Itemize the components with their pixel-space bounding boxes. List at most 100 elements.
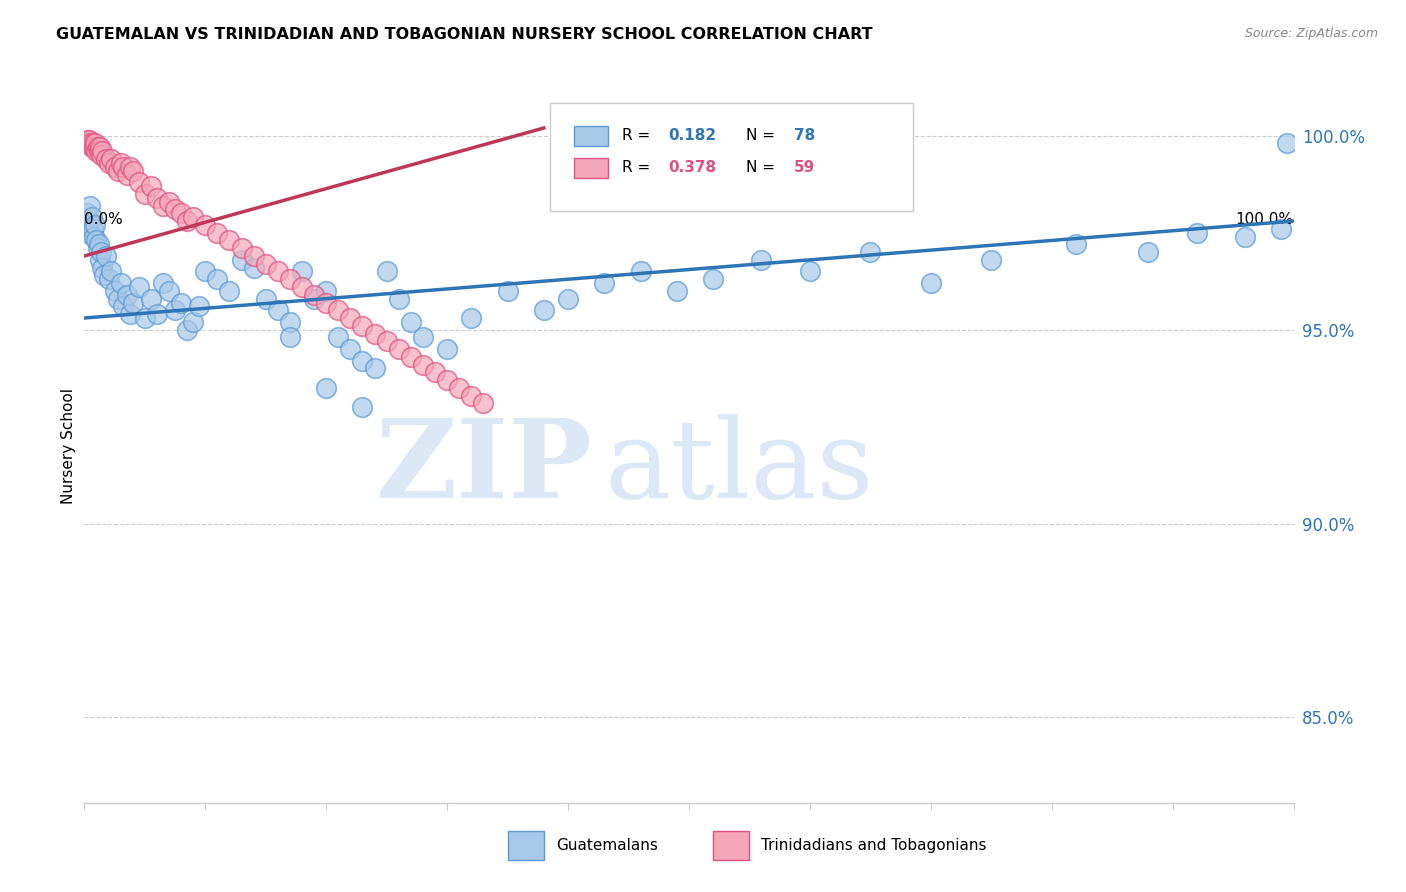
Point <box>87 145 110 159</box>
Text: Guatemalans: Guatemalans <box>555 838 658 853</box>
Text: GUATEMALAN VS TRINIDADIAN AND TOBAGONIAN NURSERY SCHOOL CORRELATION CHART: GUATEMALAN VS TRINIDADIAN AND TOBAGONIAN… <box>56 27 873 42</box>
Bar <box>508 831 544 860</box>
Point <box>107 163 129 178</box>
Text: N =: N = <box>745 161 780 175</box>
Point <box>97 156 120 170</box>
Point <box>77 214 100 228</box>
Point <box>134 311 156 326</box>
Point <box>194 264 217 278</box>
Point <box>751 252 773 267</box>
Point <box>218 234 240 248</box>
Text: 0.182: 0.182 <box>668 128 717 143</box>
Point <box>170 295 193 310</box>
Point <box>302 287 325 301</box>
Point <box>115 168 138 182</box>
Point <box>363 326 385 341</box>
Point <box>1234 229 1257 244</box>
Point <box>1064 237 1087 252</box>
Point <box>352 353 374 368</box>
Point <box>278 330 301 344</box>
Point <box>328 303 350 318</box>
Point <box>194 218 217 232</box>
Point <box>100 152 122 166</box>
Point <box>436 342 458 356</box>
Point <box>77 226 100 240</box>
Point <box>399 315 422 329</box>
Point <box>115 287 138 301</box>
Point <box>84 136 107 151</box>
Point <box>207 272 229 286</box>
Point <box>412 358 434 372</box>
Point <box>231 252 253 267</box>
Point <box>89 252 111 267</box>
Point <box>90 148 112 162</box>
Point <box>86 241 108 255</box>
Point <box>1270 222 1292 236</box>
Point <box>84 218 107 232</box>
Bar <box>574 126 607 145</box>
Point <box>139 179 162 194</box>
Point <box>665 284 688 298</box>
Point <box>254 257 277 271</box>
Text: Trinidadians and Tobagonians: Trinidadians and Tobagonians <box>762 838 987 853</box>
Text: ZIP: ZIP <box>375 414 592 521</box>
Point <box>242 260 264 275</box>
Point <box>91 260 114 275</box>
Point <box>267 303 290 318</box>
Point <box>460 311 482 326</box>
Point <box>94 249 117 263</box>
Point <box>352 401 374 415</box>
Point <box>176 214 198 228</box>
Point <box>291 264 314 278</box>
Point <box>291 280 314 294</box>
Point <box>412 330 434 344</box>
Point <box>89 140 111 154</box>
Text: N =: N = <box>745 128 780 143</box>
Point <box>79 136 101 151</box>
Point <box>100 264 122 278</box>
Point <box>134 186 156 201</box>
Point <box>593 276 616 290</box>
Point <box>82 222 104 236</box>
Text: 100.0%: 100.0% <box>1236 212 1294 227</box>
Point <box>121 163 143 178</box>
Point <box>254 292 277 306</box>
Point <box>77 133 100 147</box>
Point <box>315 381 337 395</box>
Point <box>91 145 114 159</box>
Point <box>533 303 555 318</box>
FancyBboxPatch shape <box>550 103 912 211</box>
Point <box>702 272 724 286</box>
Point <box>363 361 385 376</box>
Point <box>83 229 105 244</box>
Point <box>76 206 98 220</box>
Point <box>496 284 519 298</box>
Bar <box>713 831 749 860</box>
Point <box>207 226 229 240</box>
Point <box>76 136 98 151</box>
Point <box>112 299 135 313</box>
Point <box>278 315 301 329</box>
Point <box>80 210 103 224</box>
Point <box>630 264 652 278</box>
Point <box>980 252 1002 267</box>
Text: R =: R = <box>623 161 655 175</box>
Text: 78: 78 <box>794 128 815 143</box>
Text: atlas: atlas <box>605 414 875 521</box>
Point <box>83 140 105 154</box>
Point <box>799 264 821 278</box>
Point <box>1137 245 1160 260</box>
Point <box>94 152 117 166</box>
Point <box>86 145 108 159</box>
Text: R =: R = <box>623 128 655 143</box>
Point <box>231 241 253 255</box>
Point <box>472 396 495 410</box>
Point <box>87 237 110 252</box>
Point <box>388 292 411 306</box>
Point <box>157 284 180 298</box>
Text: 0.0%: 0.0% <box>84 212 124 227</box>
Point <box>79 198 101 212</box>
Point <box>920 276 942 290</box>
Point <box>90 245 112 260</box>
Point <box>139 292 162 306</box>
